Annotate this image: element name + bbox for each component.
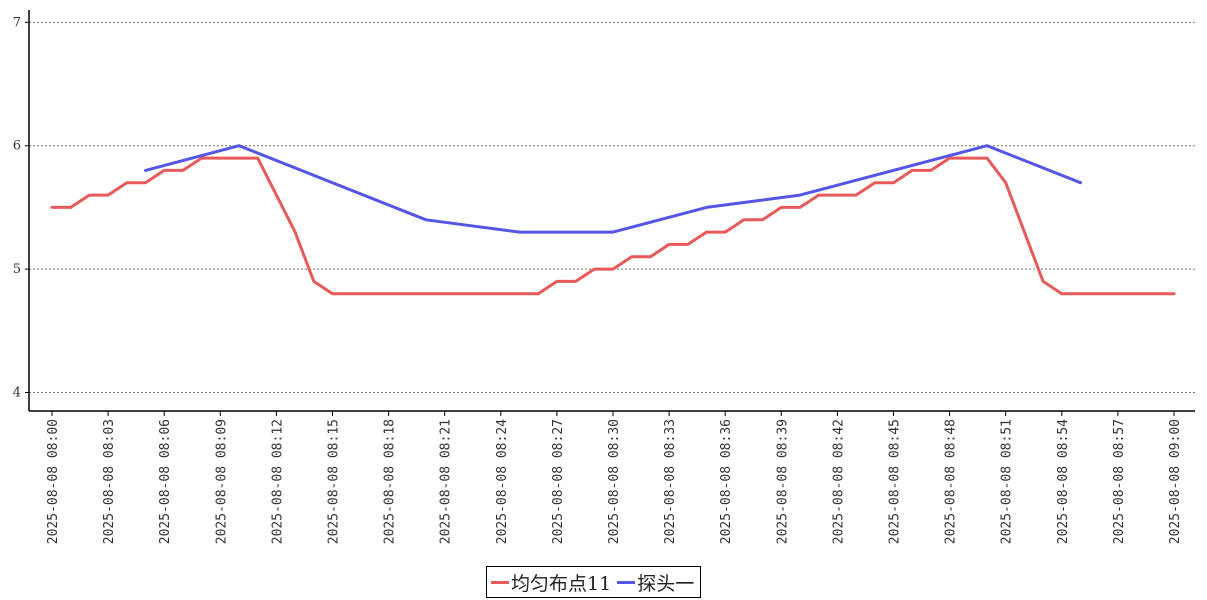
y-tick-label: 6 [13, 139, 21, 154]
x-tick-label: 2025-08-08 08:30 [607, 419, 622, 544]
x-tick-label: 2025-08-08 08:48 [944, 419, 959, 544]
series-line-2 [144, 144, 1082, 234]
y-tick-label: 5 [13, 262, 21, 277]
legend-item-series-1[interactable]: 均匀布点11 [491, 569, 611, 596]
legend-label-series-1: 均匀布点11 [511, 572, 612, 595]
x-tick-label: 2025-08-08 08:36 [719, 419, 734, 544]
x-tick-label: 2025-08-08 08:09 [214, 419, 229, 544]
legend-label-series-2: 探头一 [637, 572, 695, 595]
x-tick-label: 2025-08-08 08:21 [439, 419, 454, 544]
legend-swatch-series-2 [617, 580, 636, 584]
y-tick-label: 7 [13, 15, 21, 30]
legend-swatch-series-1 [491, 580, 509, 584]
x-tick-label: 2025-08-08 08:00 [46, 419, 61, 544]
x-tick-label: 2025-08-08 08:15 [327, 419, 342, 544]
x-tick-label: 2025-08-08 08:27 [551, 419, 566, 544]
x-tick-label: 2025-08-08 08:57 [1112, 419, 1127, 544]
x-tick-label: 2025-08-08 09:00 [1168, 419, 1183, 544]
y-tick-label: 4 [13, 385, 21, 400]
x-tick-label: 2025-08-08 08:12 [270, 419, 285, 544]
x-tick-label: 2025-08-08 08:06 [158, 419, 173, 544]
x-tick-label: 2025-08-08 08:45 [888, 419, 903, 544]
x-tick-label: 2025-08-08 08:54 [1056, 419, 1071, 544]
x-tick-label: 2025-08-08 08:24 [495, 419, 510, 544]
x-tick-label: 2025-08-08 08:03 [102, 419, 117, 544]
x-tick-label: 2025-08-08 08:39 [775, 419, 790, 544]
legend-item-series-2[interactable]: 探头一 [617, 569, 694, 596]
series-line-1 [50, 156, 1176, 296]
x-tick-label: 2025-08-08 08:42 [831, 419, 846, 544]
x-tick-label: 2025-08-08 08:51 [1000, 419, 1015, 544]
legend: 均匀布点11 探头一 [486, 566, 702, 598]
x-tick-label: 2025-08-08 08:18 [383, 419, 398, 544]
x-tick-label: 2025-08-08 08:33 [663, 419, 678, 544]
